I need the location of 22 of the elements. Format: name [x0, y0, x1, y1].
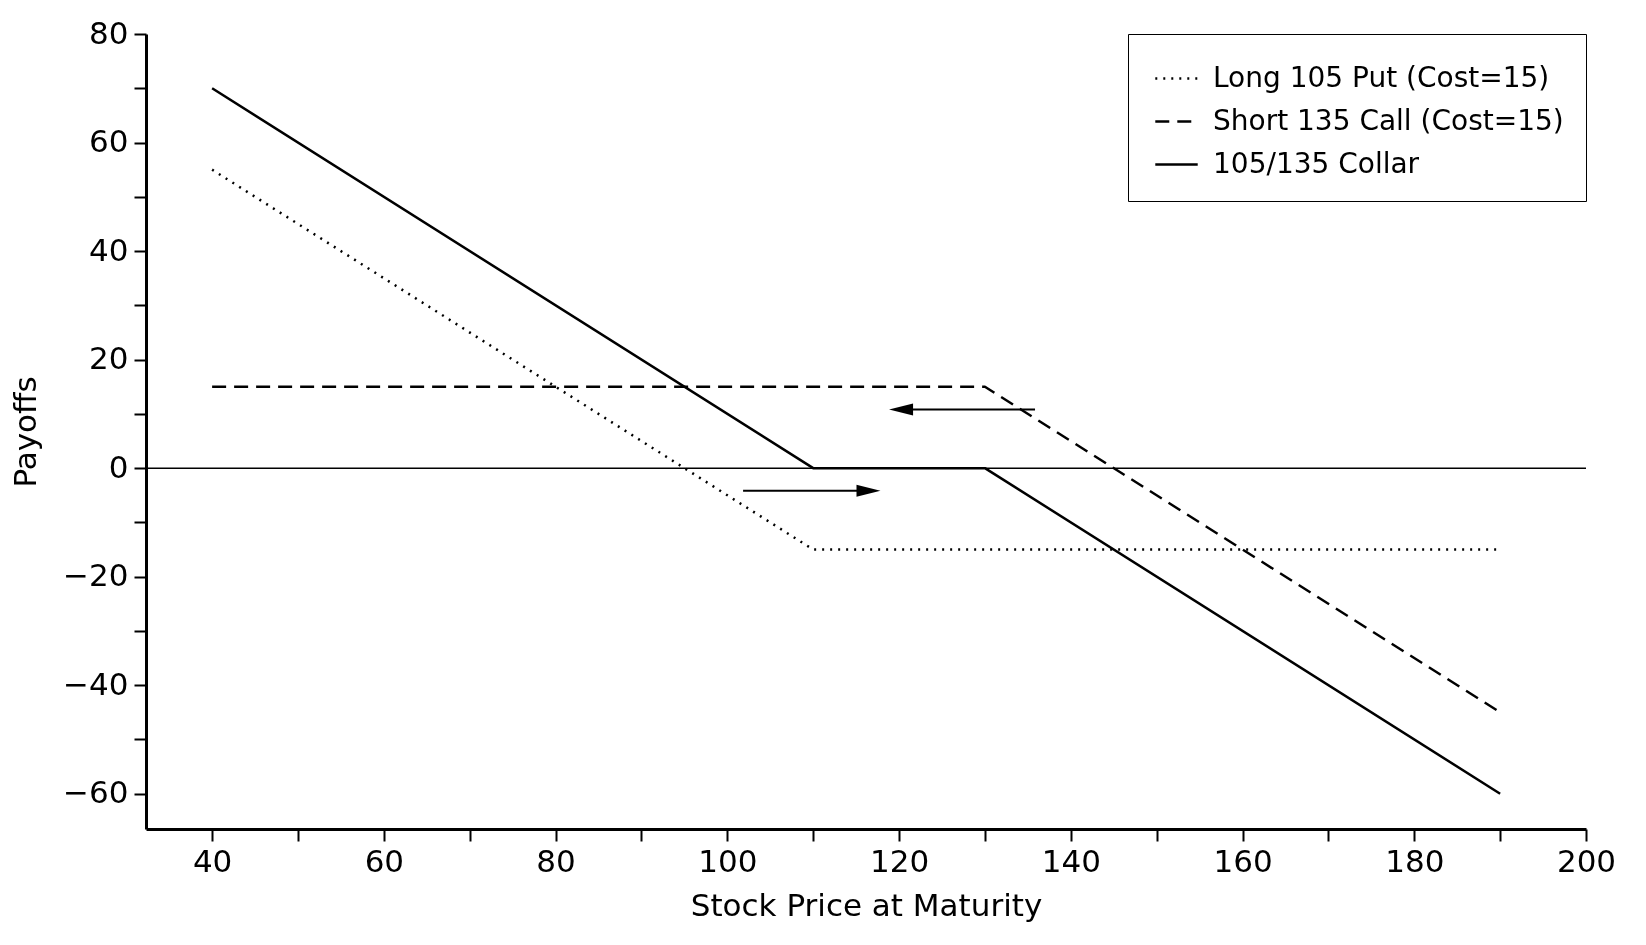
x-tick-label: 200: [1556, 842, 1617, 879]
y-tick-label: −40: [63, 665, 129, 702]
x-tick-label: 160: [1213, 842, 1273, 879]
y-tick-label: 40: [89, 231, 129, 268]
x-tick-label: 180: [1385, 842, 1445, 879]
y-tick-label: −60: [63, 774, 129, 811]
y-axis-title: Payoffs: [7, 376, 44, 488]
legend-label: Long 105 Put (Cost=15): [1213, 60, 1550, 94]
y-tick-label: 20: [89, 340, 129, 377]
x-tick-label: 120: [869, 842, 930, 879]
x-tick-label: 100: [698, 842, 758, 879]
x-tick-label: 60: [364, 842, 405, 879]
y-tick-label: 80: [89, 14, 129, 51]
y-tick-label: 60: [89, 123, 129, 160]
x-axis-title: Stock Price at Maturity: [690, 886, 1043, 923]
x-tick-label: 80: [536, 842, 576, 879]
x-tick-label: 140: [1041, 842, 1101, 879]
legend-label: 105/135 Collar: [1213, 146, 1420, 180]
legend-label: Short 135 Call (Cost=15): [1213, 103, 1564, 137]
y-tick-label: 0: [108, 448, 129, 485]
y-tick-label: −20: [63, 557, 129, 594]
x-tick-label: 40: [192, 842, 233, 879]
